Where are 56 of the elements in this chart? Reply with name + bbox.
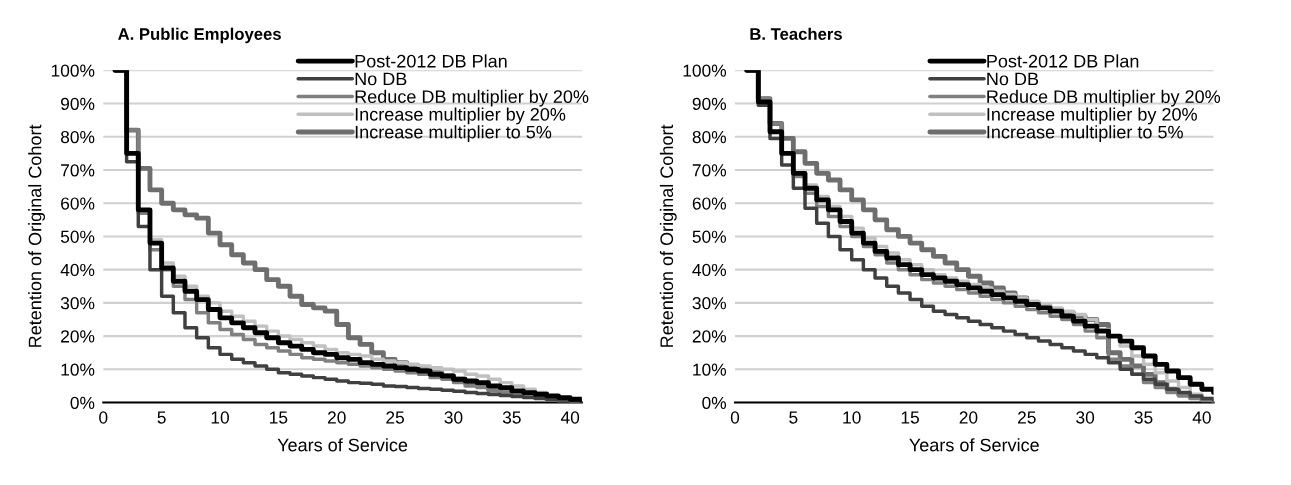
legend-label: Increase multiplier to 5%: [355, 125, 552, 143]
x-tick-label: 35: [502, 411, 521, 424]
y-tick-label: 60%: [61, 197, 95, 210]
x-tick-label: 20: [327, 411, 346, 424]
y-tick-label: 30%: [692, 297, 727, 310]
legend-label: Increase multiplier by 20%: [355, 107, 566, 125]
x-tick-label: 5: [157, 411, 166, 424]
y-axis-title: Retention of Original Cohort: [659, 124, 677, 347]
x-tick-label: 0: [99, 411, 108, 424]
y-tick-label: 50%: [60, 230, 95, 243]
legend-label: Reduce DB multiplier by 20%: [355, 89, 589, 107]
x-tick-label: 5: [789, 411, 798, 424]
y-tick-label: 0%: [702, 396, 727, 410]
x-axis-title: Years of Service: [277, 438, 408, 452]
legend-label: No DB: [987, 72, 1039, 86]
y-tick-label: 60%: [692, 197, 727, 210]
x-tick-label: 15: [901, 411, 919, 424]
x-tick-label: 25: [386, 411, 405, 424]
y-tick-label: 20%: [692, 330, 727, 343]
legend-label: Increase multiplier to 5%: [987, 125, 1183, 143]
y-tick-label: 50%: [692, 230, 727, 243]
x-tick-label: 30: [444, 411, 463, 424]
legend-label: Increase multiplier by 20%: [987, 107, 1197, 125]
x-tick-label: 10: [843, 411, 861, 424]
y-tick-label: 80%: [692, 130, 727, 144]
legend-label: Reduce DB multiplier by 20%: [987, 89, 1221, 107]
y-tick-label: 20%: [61, 330, 95, 343]
x-tick-label: 40: [1192, 411, 1211, 424]
y-tick-label: 10%: [693, 363, 727, 376]
y-tick-label: 0%: [70, 396, 95, 410]
legend-label: Post-2012 DB Plan: [987, 54, 1139, 68]
y-tick-label: 70%: [692, 164, 727, 177]
x-tick-label: 35: [1134, 411, 1153, 424]
legend-label: No DB: [355, 72, 407, 86]
y-tick-label: 30%: [60, 297, 95, 310]
legend-label: Post-2012 DB Plan: [355, 54, 507, 68]
y-tick-label: 80%: [60, 130, 95, 144]
y-tick-label: 70%: [61, 164, 95, 177]
y-tick-label: 90%: [61, 97, 95, 111]
chart-title: A. Public Employees: [118, 27, 281, 44]
chart-title: B. Teachers: [750, 27, 842, 40]
y-tick-label: 10%: [61, 363, 95, 376]
x-tick-label: 0: [730, 411, 740, 424]
y-tick-label: 40%: [692, 263, 727, 277]
x-tick-label: 10: [211, 411, 229, 424]
x-tick-label: 30: [1076, 411, 1095, 424]
x-tick-label: 25: [1018, 411, 1036, 424]
y-tick-label: 100%: [51, 64, 95, 77]
x-axis-title: Years of Service: [909, 438, 1039, 452]
x-tick-label: 15: [270, 411, 288, 424]
x-tick-label: 20: [959, 411, 978, 424]
y-tick-label: 40%: [60, 263, 95, 277]
y-tick-label: 100%: [683, 64, 727, 77]
y-tick-label: 90%: [692, 97, 727, 111]
y-axis-title: Retention of Original Cohort: [28, 124, 45, 347]
x-tick-label: 40: [560, 411, 580, 424]
